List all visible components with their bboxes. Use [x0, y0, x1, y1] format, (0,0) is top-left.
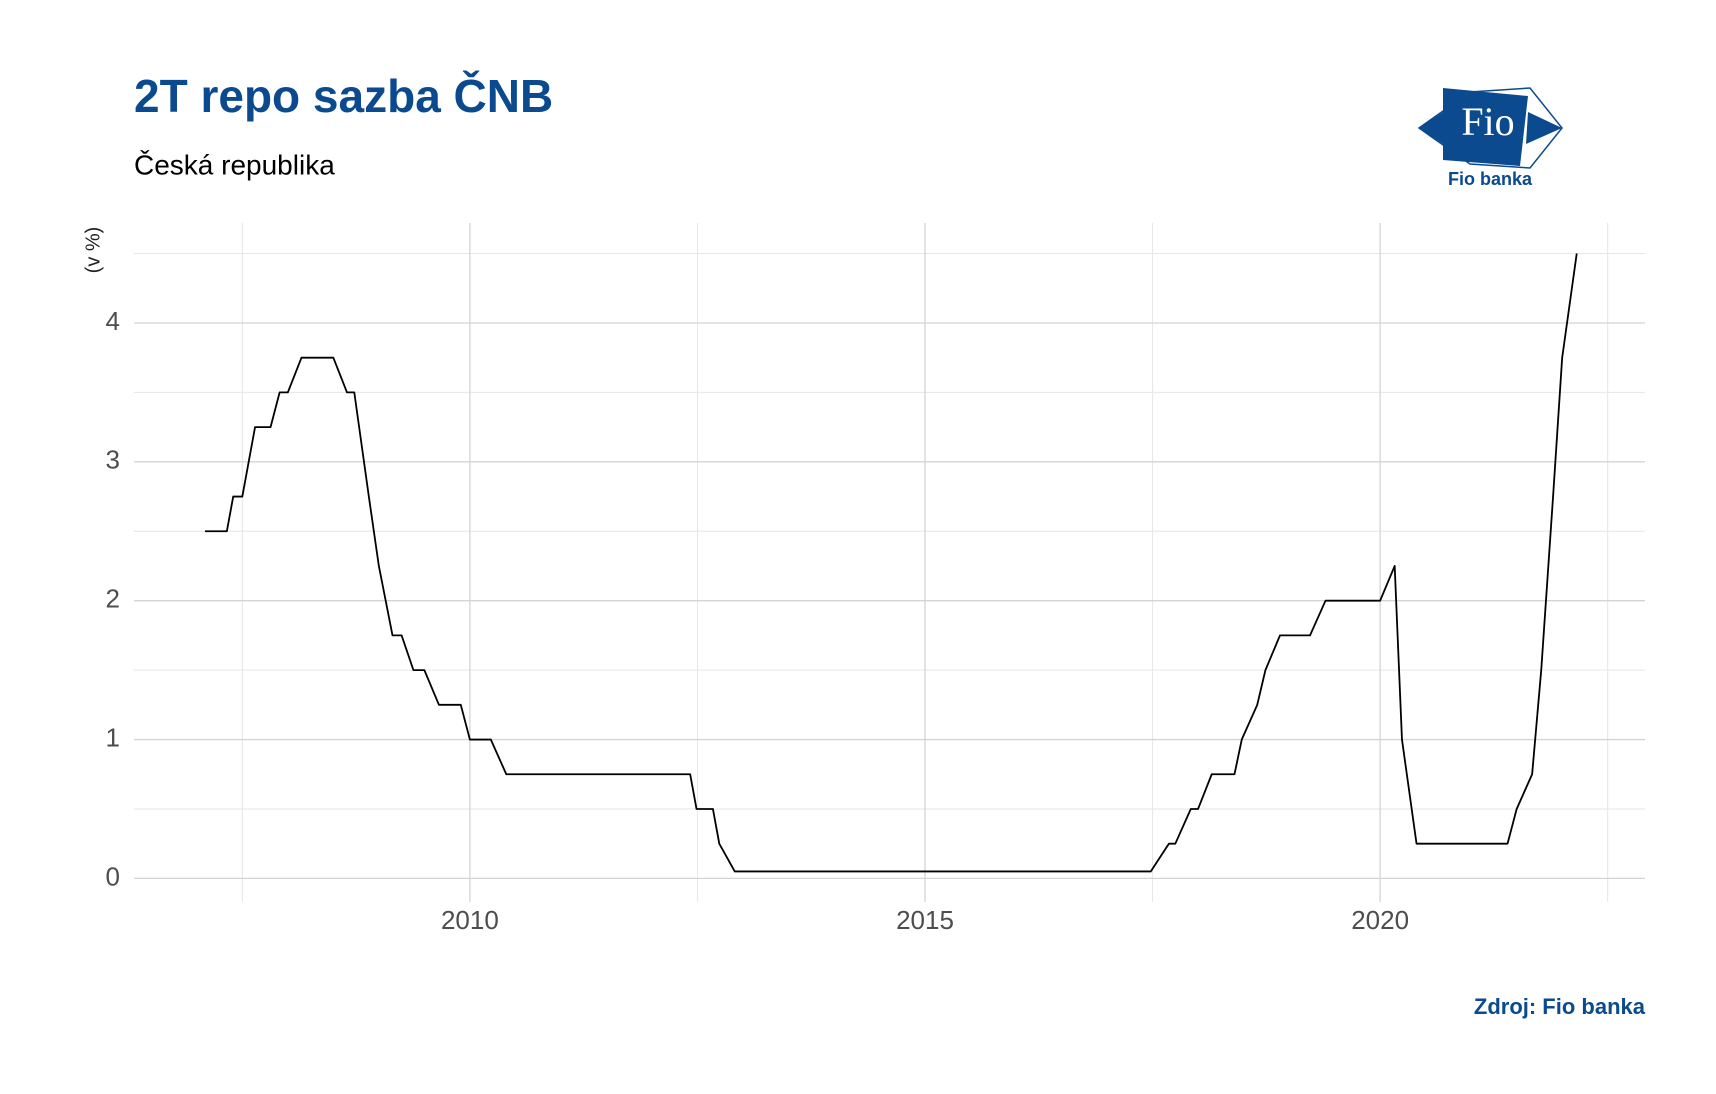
y-axis-label: (v %) — [82, 227, 104, 274]
x-tick-label: 2015 — [896, 905, 954, 935]
line — [205, 253, 1578, 873]
y-tick-label: 2 — [106, 584, 120, 614]
logo-caption: Fio banka — [1448, 169, 1533, 189]
y-tick-label: 1 — [106, 722, 120, 752]
y-tick-label: 0 — [106, 861, 120, 891]
x-tick-label: 2010 — [441, 905, 499, 935]
chart-subtitle: Česká republika — [134, 149, 335, 180]
logo-right — [1526, 112, 1562, 144]
y-tick-label: 3 — [106, 445, 120, 475]
logo-text: Fio — [1461, 99, 1514, 144]
source: Zdroj: Fio banka — [1474, 994, 1646, 1019]
chart-title: 2T repo sazba ČNB — [134, 70, 553, 122]
x-tick-label: 2020 — [1351, 905, 1409, 935]
logo-left — [1419, 112, 1443, 144]
logo: Fio Fio banka — [1417, 87, 1563, 189]
y-tick-label: 4 — [106, 306, 120, 336]
logo-shape — [1443, 88, 1528, 166]
